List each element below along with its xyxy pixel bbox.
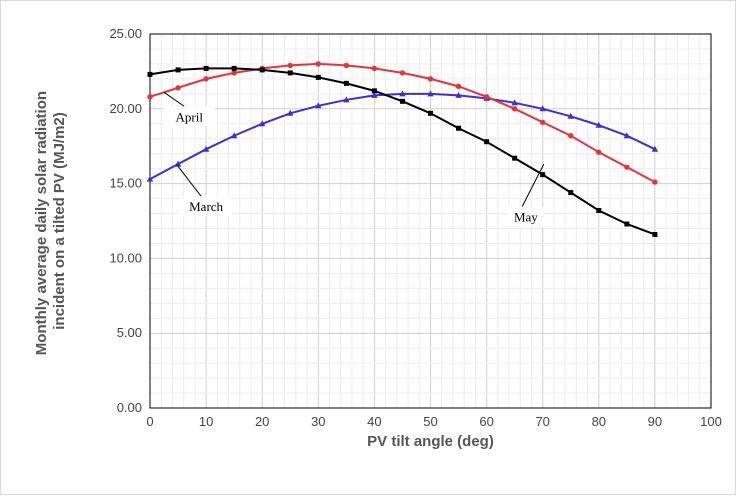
data-point bbox=[652, 231, 658, 237]
callout-box bbox=[180, 196, 232, 217]
data-point bbox=[230, 132, 238, 139]
data-point bbox=[287, 109, 294, 116]
data-point bbox=[428, 110, 433, 116]
data-point bbox=[652, 179, 658, 185]
data-point bbox=[315, 102, 322, 109]
callout-march: March bbox=[175, 163, 232, 217]
x-tick-label: 70 bbox=[535, 414, 549, 429]
data-point bbox=[651, 145, 659, 152]
callout-april: April bbox=[163, 91, 216, 127]
data-point bbox=[287, 70, 293, 76]
data-point bbox=[371, 88, 377, 94]
data-point bbox=[596, 208, 602, 214]
x-axis-title: PV tilt angle (deg) bbox=[367, 433, 494, 450]
series-april bbox=[147, 61, 658, 185]
callout-may: May bbox=[507, 163, 545, 227]
data-point bbox=[540, 119, 546, 125]
data-point bbox=[512, 155, 518, 161]
tick-labels: 0 10 20 30 40 50 60 70 80 90 100 0.00 5.00 10.00 15.00… bbox=[109, 26, 721, 429]
data-point bbox=[623, 132, 631, 139]
data-point bbox=[231, 65, 237, 71]
data-point bbox=[315, 61, 321, 67]
x-tick-label: 90 bbox=[648, 414, 662, 429]
x-tick-label: 40 bbox=[367, 414, 381, 429]
y-axis-title-line-1: Monthly average daily solar radiation bbox=[33, 91, 50, 355]
x-tick-label: 60 bbox=[479, 414, 493, 429]
x-tick-label: 30 bbox=[311, 414, 325, 429]
data-point bbox=[511, 106, 518, 112]
y-tick-label: 15.00 bbox=[109, 176, 142, 191]
callout-label: March bbox=[189, 199, 223, 214]
data-point bbox=[147, 94, 153, 100]
data-point bbox=[175, 67, 181, 73]
data-point bbox=[596, 149, 602, 155]
y-axis-title: Monthly average daily solar radiation in… bbox=[33, 87, 68, 355]
data-point bbox=[427, 90, 434, 97]
series-layer bbox=[146, 61, 659, 237]
data-point bbox=[371, 65, 378, 72]
y-tick-label: 5.00 bbox=[117, 325, 142, 340]
data-point bbox=[343, 80, 349, 86]
data-point bbox=[540, 172, 546, 178]
x-tick-label: 0 bbox=[146, 414, 153, 429]
data-point bbox=[343, 62, 350, 69]
data-point bbox=[259, 67, 265, 73]
callout-box bbox=[163, 106, 216, 127]
x-tick-label: 50 bbox=[423, 414, 437, 429]
data-point bbox=[343, 96, 350, 103]
data-point bbox=[399, 98, 405, 104]
callout-leader bbox=[521, 163, 545, 207]
data-point bbox=[259, 120, 266, 127]
data-point bbox=[455, 83, 462, 90]
y-tick-label: 0.00 bbox=[117, 400, 142, 415]
callout-leader bbox=[163, 91, 185, 107]
data-point bbox=[624, 221, 630, 227]
callout-leader bbox=[175, 163, 202, 197]
y-tick-label: 10.00 bbox=[109, 250, 142, 265]
data-point bbox=[399, 90, 406, 97]
data-point bbox=[146, 175, 154, 182]
y-axis-title-line-2: incident on a tilted PV (MJ/m2) bbox=[51, 112, 68, 330]
data-point bbox=[203, 76, 209, 82]
annotations: April March May bbox=[163, 91, 545, 227]
series-march bbox=[146, 90, 659, 182]
data-point bbox=[371, 91, 378, 98]
data-point bbox=[624, 164, 630, 170]
callout-box bbox=[507, 206, 545, 227]
plot-area bbox=[149, 33, 712, 409]
data-point bbox=[511, 99, 518, 106]
data-point bbox=[399, 70, 406, 76]
callout-label: April bbox=[176, 109, 204, 124]
y-tick-label: 25.00 bbox=[109, 26, 142, 41]
data-point bbox=[483, 94, 490, 100]
data-point bbox=[427, 76, 434, 82]
x-tick-label: 20 bbox=[255, 414, 269, 429]
data-point bbox=[147, 71, 153, 77]
data-point bbox=[315, 74, 321, 80]
callout-label: May bbox=[514, 210, 538, 225]
data-point bbox=[568, 190, 574, 196]
data-point bbox=[539, 105, 546, 112]
data-point bbox=[455, 91, 462, 98]
series-may bbox=[147, 65, 658, 237]
data-point bbox=[231, 70, 237, 76]
data-point bbox=[567, 112, 574, 119]
data-point bbox=[202, 145, 210, 152]
x-tick-label: 100 bbox=[700, 414, 722, 429]
data-point bbox=[456, 125, 462, 131]
data-point bbox=[174, 160, 182, 167]
data-point bbox=[595, 121, 602, 128]
data-point bbox=[568, 133, 574, 139]
data-point bbox=[203, 65, 209, 71]
x-tick-label: 80 bbox=[592, 414, 606, 429]
y-tick-label: 20.00 bbox=[109, 101, 142, 116]
data-point bbox=[175, 85, 181, 91]
data-point bbox=[484, 139, 490, 145]
x-tick-label: 10 bbox=[199, 414, 213, 429]
data-point bbox=[287, 62, 293, 69]
